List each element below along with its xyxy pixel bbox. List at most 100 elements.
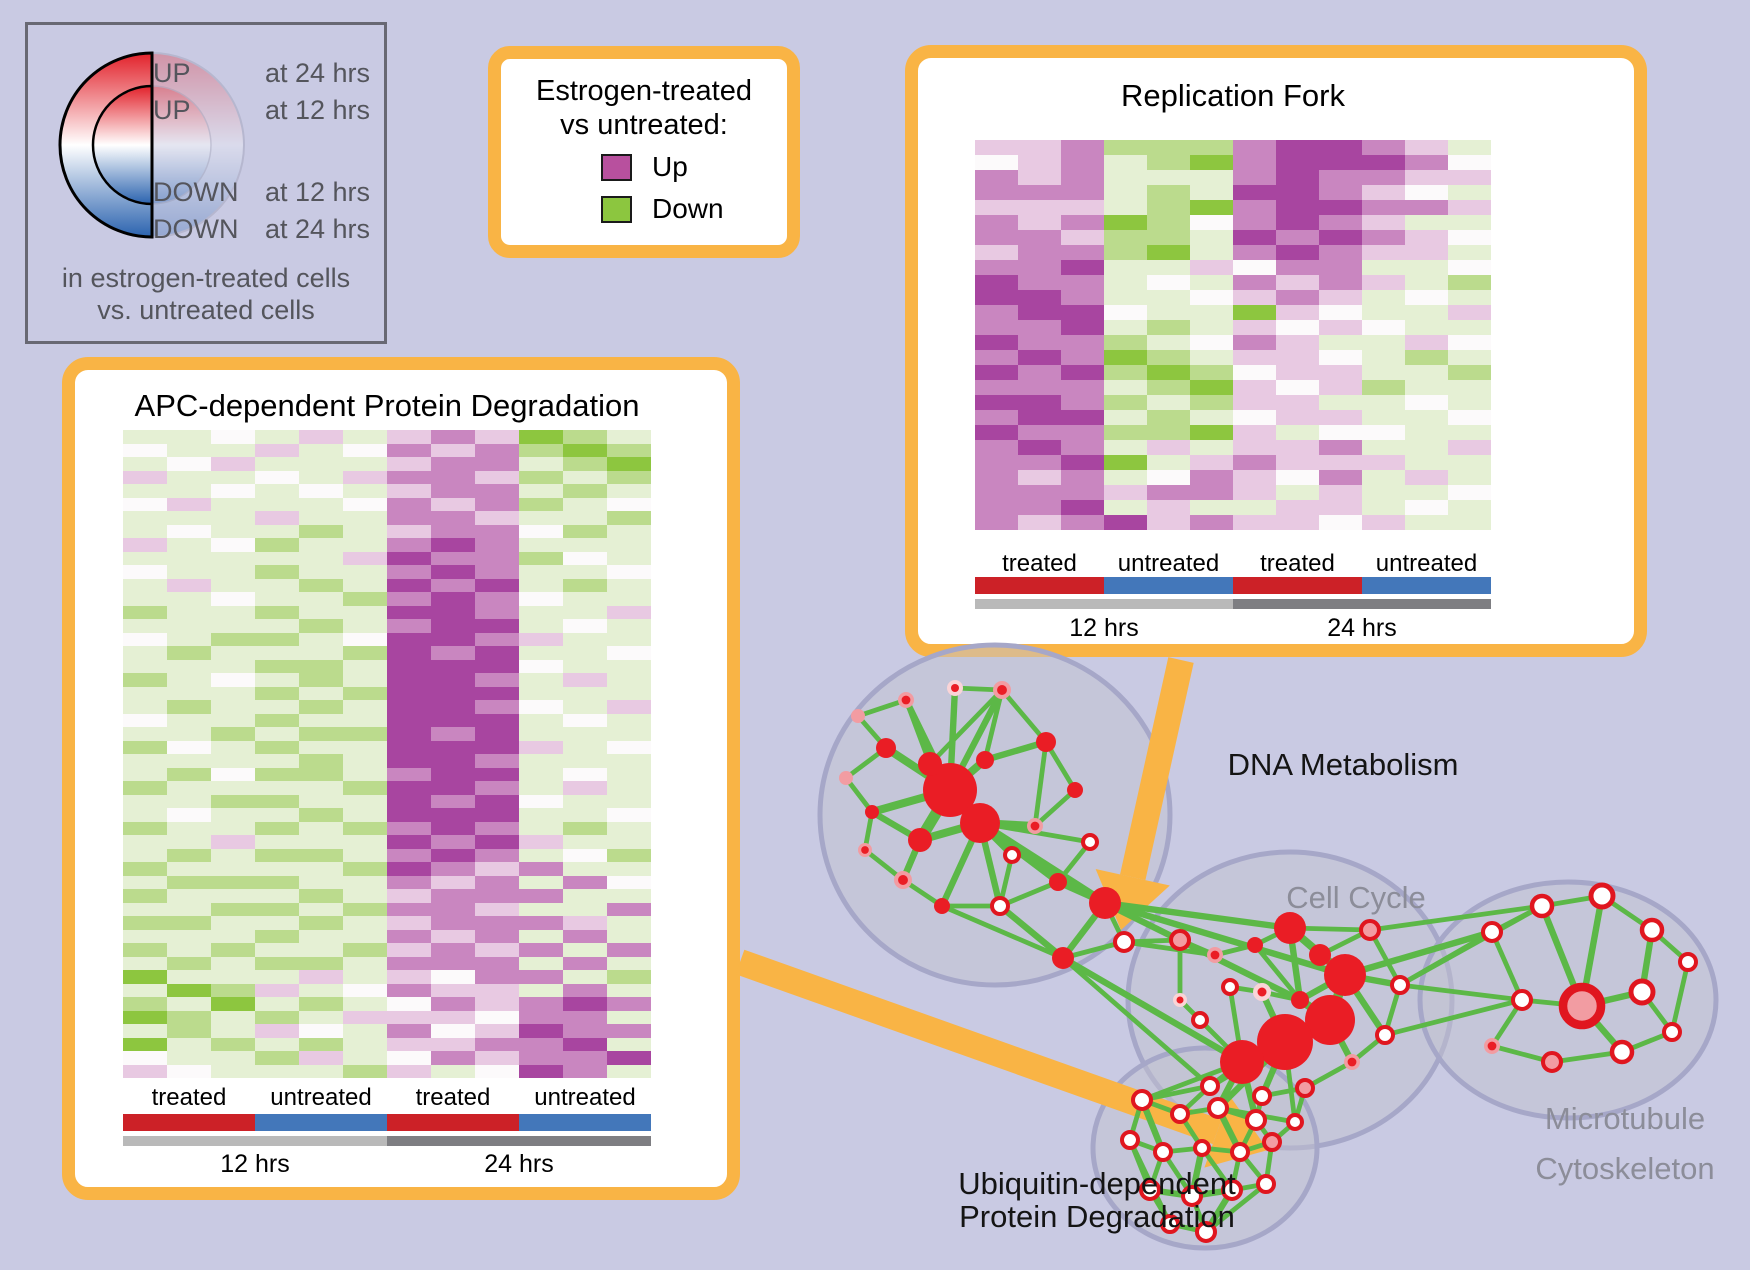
heatmap-cell	[1319, 200, 1362, 215]
network-node	[1252, 1086, 1272, 1106]
heatmap-cell	[387, 808, 431, 822]
network-node	[960, 803, 1000, 843]
heatmap-cell	[1276, 500, 1319, 515]
heatmap-cell	[299, 1024, 343, 1038]
heatmap-cell	[1448, 290, 1491, 305]
heatmap-cell	[1233, 455, 1276, 470]
heatmap-cell	[563, 578, 607, 592]
heatmap-cell	[255, 700, 299, 714]
heatmap-cell	[299, 808, 343, 822]
heatmap-cell	[1233, 185, 1276, 200]
heatmap-cell	[519, 727, 563, 741]
heatmap-cell	[519, 970, 563, 984]
heatmap-cell	[343, 430, 387, 444]
heatmap-cell	[607, 1010, 651, 1024]
heatmap-cell	[607, 673, 651, 687]
heatmap-cell	[343, 592, 387, 606]
heatmap-cell	[519, 1024, 563, 1038]
heatmap-cell	[343, 578, 387, 592]
legend-time: at 12 hrs	[264, 95, 370, 125]
panel-arrows	[735, 657, 1268, 1168]
heatmap-cell	[255, 943, 299, 957]
heatmap-cell	[475, 754, 519, 768]
heatmap-cell	[1319, 350, 1362, 365]
legend-item-up: Up	[601, 151, 688, 182]
heatmap-cell	[1104, 305, 1147, 320]
heatmap-cell	[1190, 425, 1233, 440]
network-node	[858, 843, 872, 857]
heatmap-cell	[563, 862, 607, 876]
network-node	[1390, 975, 1410, 995]
heatmap-cell	[431, 943, 475, 957]
heatmap-cell	[167, 916, 211, 930]
heatmap-cell	[607, 700, 651, 714]
heatmap-cell	[1061, 515, 1104, 530]
heatmap-cell	[1276, 350, 1319, 365]
heatmap-cell	[431, 740, 475, 754]
heatmap-cell	[1276, 260, 1319, 275]
heatmap-cell	[387, 538, 431, 552]
heatmap-cell	[519, 700, 563, 714]
heatmap-cell	[167, 808, 211, 822]
legend-caption-line1: in estrogen-treated cells	[61, 263, 351, 293]
heatmap-cell	[167, 754, 211, 768]
heatmap-cell	[343, 875, 387, 889]
heatmap-cell	[1190, 515, 1233, 530]
heatmap-cell	[975, 395, 1018, 410]
network-node	[1206, 1096, 1230, 1120]
heatmap-cell	[1061, 440, 1104, 455]
heatmap-cell	[1362, 230, 1405, 245]
heatmap-cell	[387, 565, 431, 579]
heatmap-cell	[255, 1037, 299, 1051]
heatmap-cell	[975, 365, 1018, 380]
heatmap-cell	[975, 185, 1018, 200]
time-24hr-bar	[1233, 599, 1491, 609]
heatmap-cell	[1061, 185, 1104, 200]
heatmap-cell	[607, 740, 651, 754]
heatmap-cell	[1018, 440, 1061, 455]
treated-bar	[975, 577, 1104, 594]
heatmap-cell	[1405, 140, 1448, 155]
heatmap-cell	[1190, 305, 1233, 320]
microtubule-label-line2: Cytoskeleton	[1535, 1151, 1714, 1186]
heatmap-cell	[211, 430, 255, 444]
heatmap-cell	[387, 997, 431, 1011]
heatmap-cell	[1405, 515, 1448, 530]
heatmap-cell	[1405, 230, 1448, 245]
network-node	[947, 680, 963, 696]
heatmap-cell	[1104, 500, 1147, 515]
heatmap-cell	[475, 673, 519, 687]
heatmap-cell	[1448, 170, 1491, 185]
network-node	[918, 752, 942, 776]
heatmap-cell	[387, 848, 431, 862]
heatmap-cell	[387, 1051, 431, 1065]
legend-word: UP	[153, 95, 191, 125]
heatmap-cell	[387, 1064, 431, 1078]
network-node	[1375, 1025, 1395, 1045]
heatmap-cell	[1147, 380, 1190, 395]
heatmap-cell	[387, 605, 431, 619]
heatmap-cell	[167, 524, 211, 538]
network-node	[1180, 1184, 1204, 1208]
heatmap-cell	[211, 875, 255, 889]
heatmap-cell	[1448, 470, 1491, 485]
heatmap-cell	[343, 916, 387, 930]
heatmap-cell	[299, 592, 343, 606]
heatmap-cell	[387, 781, 431, 795]
heatmap-cell	[975, 245, 1018, 260]
heatmap-cell	[1190, 245, 1233, 260]
heatmap-cell	[255, 754, 299, 768]
heatmap-cell	[563, 916, 607, 930]
heatmap-cell	[255, 727, 299, 741]
heatmap-cell	[255, 619, 299, 633]
heatmap-cell	[167, 848, 211, 862]
heatmap-cell	[343, 619, 387, 633]
heatmap-cell	[1448, 245, 1491, 260]
heatmap-cell	[123, 821, 167, 835]
heatmap-cell	[1233, 320, 1276, 335]
heatmap-cell	[1233, 335, 1276, 350]
heatmap-cell	[607, 457, 651, 471]
heatmap-cell	[607, 929, 651, 943]
heatmap-cell	[975, 515, 1018, 530]
heatmap-cell	[167, 578, 211, 592]
